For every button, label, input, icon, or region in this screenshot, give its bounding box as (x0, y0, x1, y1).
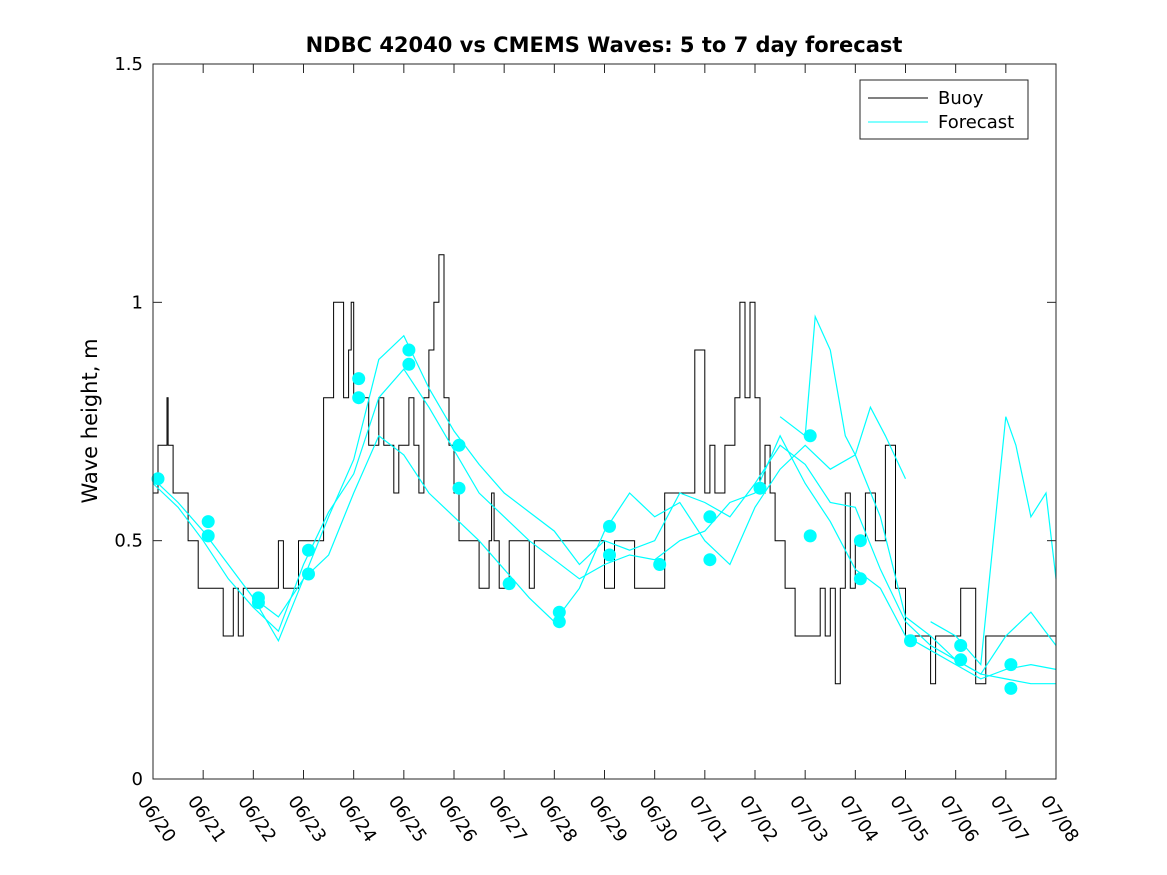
y-tick-label: 1.5 (114, 54, 143, 75)
legend-label-forecast: Forecast (938, 112, 1014, 133)
legend-box (859, 79, 1029, 140)
forecast-marker (302, 567, 315, 581)
forecast-marker (201, 515, 215, 529)
forecast-marker (853, 572, 867, 586)
forecast-marker (552, 615, 566, 629)
forecast-marker (703, 510, 717, 524)
forecast-marker (1004, 681, 1018, 695)
forecast-series-line-4 (779, 314, 907, 479)
forecast-marker (954, 653, 968, 667)
forecast-marker (452, 481, 466, 495)
forecast-marker (603, 519, 616, 533)
plot-area (153, 64, 1056, 779)
forecast-marker (904, 634, 917, 648)
y-tick-label: 0.5 (114, 531, 143, 552)
forecast-series-line-3 (252, 434, 1057, 675)
forecast-marker (151, 472, 165, 486)
forecast-marker (653, 558, 667, 571)
forecast-marker (753, 481, 767, 495)
forecast-marker (402, 357, 416, 371)
forecast-marker (803, 429, 817, 443)
y-axis-label: Wave height, m (78, 338, 102, 503)
forecast-marker (302, 543, 315, 557)
chart-title: NDBC 42040 vs CMEMS Waves: 5 to 7 day fo… (306, 33, 903, 57)
forecast-marker (954, 639, 968, 652)
legend-label-buoy: Buoy (938, 88, 984, 109)
forecast-marker (552, 605, 566, 619)
forecast-marker (402, 343, 416, 357)
y-tick-label: 1 (132, 292, 143, 313)
forecast-series-line-2 (152, 368, 1057, 680)
series-layer (151, 254, 1057, 695)
forecast-marker (502, 577, 516, 591)
forecast-marker (1004, 658, 1018, 672)
forecast-marker (352, 391, 366, 405)
forecast-marker (803, 529, 817, 543)
y-tick-label: 0 (132, 769, 143, 790)
forecast-marker (853, 534, 867, 548)
forecast-marker (703, 553, 717, 567)
forecast-marker (603, 548, 616, 562)
legend: Buoy Forecast (859, 79, 1029, 140)
forecast-marker (452, 438, 466, 452)
forecast-marker (352, 372, 366, 386)
forecast-marker (201, 529, 215, 543)
forecast-marker (251, 596, 265, 610)
